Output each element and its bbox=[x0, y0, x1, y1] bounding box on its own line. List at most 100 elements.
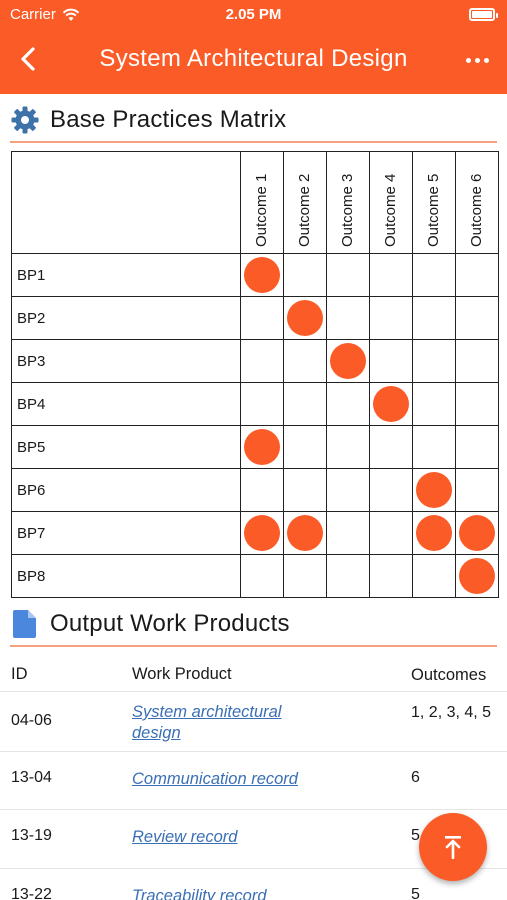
mapping-dot bbox=[373, 386, 409, 422]
matrix-row: BP6 bbox=[11, 468, 499, 512]
matrix-cell bbox=[326, 339, 370, 383]
column-header-id: ID bbox=[11, 665, 28, 683]
table-row: 13-22 Traceability record 5 bbox=[0, 869, 507, 900]
wifi-icon bbox=[62, 8, 80, 21]
matrix-cell bbox=[240, 511, 284, 555]
base-practice-label: BP3 bbox=[11, 339, 241, 383]
outcome-header: Outcome 1 bbox=[240, 151, 284, 254]
product-id: 13-19 bbox=[11, 827, 52, 844]
product-link[interactable]: Review record bbox=[132, 828, 238, 846]
matrix-cell bbox=[240, 468, 284, 512]
base-practice-label: BP4 bbox=[11, 382, 241, 426]
matrix-cell bbox=[326, 468, 370, 512]
matrix-cell bbox=[412, 511, 456, 555]
matrix-cell bbox=[283, 425, 327, 469]
mapping-dot bbox=[330, 343, 366, 379]
matrix-cell bbox=[240, 296, 284, 340]
outcome-header: Outcome 4 bbox=[369, 151, 413, 254]
matrix-cell bbox=[283, 468, 327, 512]
matrix-cell bbox=[455, 511, 499, 555]
matrix-cell bbox=[326, 554, 370, 598]
product-link[interactable]: Communication record bbox=[132, 770, 298, 788]
matrix-cell bbox=[326, 425, 370, 469]
matrix-cell bbox=[240, 382, 284, 426]
gear-icon bbox=[10, 105, 40, 135]
outcome-header: Outcome 6 bbox=[455, 151, 499, 254]
matrix-cell bbox=[412, 468, 456, 512]
matrix-row: BP1 bbox=[11, 253, 499, 297]
product-cell: Traceability record bbox=[132, 886, 332, 900]
battery-icon bbox=[469, 8, 498, 21]
matrix-cell bbox=[283, 339, 327, 383]
mapping-dot bbox=[244, 257, 280, 293]
mapping-dot bbox=[244, 515, 280, 551]
matrix-cell bbox=[283, 382, 327, 426]
matrix-cell bbox=[455, 253, 499, 297]
product-outcomes: 5 bbox=[411, 827, 420, 844]
matrix-cell bbox=[240, 554, 284, 598]
base-practice-label: BP1 bbox=[11, 253, 241, 297]
matrix-row: BP8 bbox=[11, 554, 499, 598]
product-id: 13-04 bbox=[11, 769, 52, 786]
matrix-cell bbox=[412, 382, 456, 426]
matrix-cell bbox=[369, 253, 413, 297]
products-section-title: Output Work Products bbox=[50, 610, 290, 637]
matrix-row: BP5 bbox=[11, 425, 499, 469]
matrix-cell bbox=[369, 468, 413, 512]
work-products-table: ID Work Product Outcomes 04-06 System arc… bbox=[0, 658, 507, 900]
document-icon bbox=[10, 609, 40, 639]
more-button[interactable] bbox=[463, 46, 491, 74]
outcome-header: Outcome 2 bbox=[283, 151, 327, 254]
mapping-dot bbox=[416, 472, 452, 508]
scroll-to-top-icon bbox=[445, 836, 461, 859]
matrix-cell bbox=[412, 425, 456, 469]
table-row: 13-19 Review record 5 bbox=[0, 810, 507, 869]
matrix-cell bbox=[369, 425, 413, 469]
base-practice-label: BP6 bbox=[11, 468, 241, 512]
outcome-header: Outcome 5 bbox=[412, 151, 456, 254]
matrix-cell bbox=[455, 468, 499, 512]
carrier-label: Carrier bbox=[10, 6, 56, 23]
app-bar: Carrier 2.05 PM System Architectural Des… bbox=[0, 0, 507, 94]
page-title: System Architectural Design bbox=[99, 45, 408, 72]
nav-row: System Architectural Design bbox=[0, 34, 507, 86]
product-outcomes: 1, 2, 3, 4, 5 bbox=[411, 704, 492, 721]
base-practices-matrix: Outcome 1 Outcome 2 Outcome 3 Outcome 4 … bbox=[11, 151, 499, 598]
matrix-cell bbox=[326, 382, 370, 426]
matrix-body: BP1 BP2 BP3 BP4 BP5 BP6 BP7 BP8 bbox=[11, 253, 499, 598]
mapping-dot bbox=[287, 515, 323, 551]
mapping-dot bbox=[416, 515, 452, 551]
matrix-cell bbox=[455, 339, 499, 383]
base-practice-label: BP5 bbox=[11, 425, 241, 469]
mapping-dot bbox=[459, 558, 495, 594]
matrix-cell bbox=[455, 425, 499, 469]
matrix-row: BP2 bbox=[11, 296, 499, 340]
product-outcomes: 6 bbox=[411, 769, 420, 786]
mapping-dot bbox=[244, 429, 280, 465]
matrix-cell bbox=[412, 339, 456, 383]
matrix-row: BP7 bbox=[11, 511, 499, 555]
matrix-header-row: Outcome 1 Outcome 2 Outcome 3 Outcome 4 … bbox=[11, 151, 499, 254]
matrix-cell bbox=[412, 253, 456, 297]
matrix-cell bbox=[369, 554, 413, 598]
back-button[interactable] bbox=[14, 44, 44, 74]
matrix-cell bbox=[283, 554, 327, 598]
product-link[interactable]: System architectural design bbox=[132, 703, 282, 742]
matrix-cell bbox=[326, 296, 370, 340]
matrix-cell bbox=[369, 296, 413, 340]
base-practice-label: BP2 bbox=[11, 296, 241, 340]
matrix-section-header: Base Practices Matrix bbox=[10, 99, 497, 143]
product-link[interactable]: Traceability record bbox=[132, 887, 267, 900]
matrix-cell bbox=[326, 253, 370, 297]
scroll-to-top-button[interactable] bbox=[419, 813, 487, 881]
matrix-cell bbox=[455, 554, 499, 598]
matrix-cell bbox=[283, 253, 327, 297]
matrix-cell bbox=[326, 511, 370, 555]
matrix-cell bbox=[240, 339, 284, 383]
matrix-cell bbox=[240, 425, 284, 469]
carrier-info: Carrier bbox=[10, 6, 80, 23]
product-outcomes: 5 bbox=[411, 886, 420, 900]
status-time: 2.05 PM bbox=[225, 6, 282, 23]
product-id: 04-06 bbox=[11, 712, 52, 729]
matrix-cell bbox=[369, 339, 413, 383]
